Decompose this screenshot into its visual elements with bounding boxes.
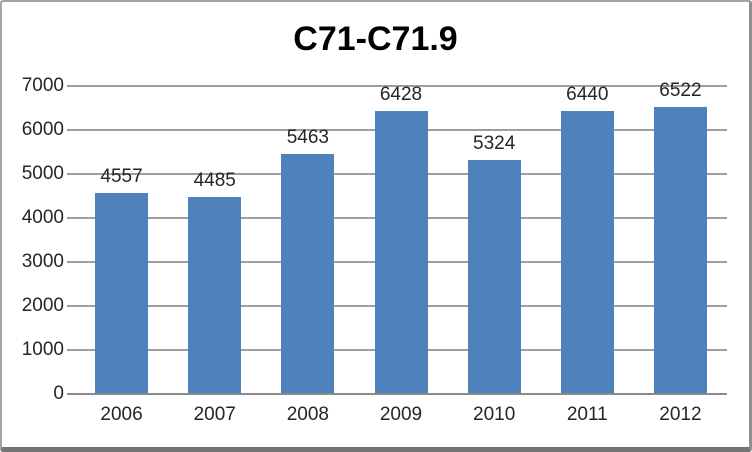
data-label-2007: 4485 <box>193 170 236 191</box>
y-tick-label: 4000 <box>21 207 64 228</box>
bar-2010 <box>467 160 521 394</box>
y-tick-label: 6000 <box>21 119 64 140</box>
x-tick-label: 2011 <box>566 404 608 425</box>
bar-2008 <box>281 154 335 394</box>
y-tick-label: 1000 <box>21 339 64 360</box>
y-tick-label: 0 <box>53 383 64 404</box>
y-tick-label: 5000 <box>21 163 64 184</box>
x-tick-label: 2012 <box>659 404 702 425</box>
data-label-2011: 6440 <box>566 84 609 105</box>
bar-2009 <box>374 111 428 394</box>
bar-2007 <box>188 197 242 394</box>
data-label-2006: 4557 <box>100 166 143 187</box>
x-tick-label: 2007 <box>193 404 236 425</box>
y-tick-label: 2000 <box>21 295 64 316</box>
y-tick-label: 3000 <box>21 251 64 272</box>
data-label-2012: 6522 <box>659 80 702 101</box>
data-label-2008: 5463 <box>286 127 329 148</box>
data-label-2009: 6428 <box>379 84 423 105</box>
x-axis-line <box>67 393 727 395</box>
x-tick-label: 2006 <box>100 404 143 425</box>
data-label-2010: 5324 <box>473 133 516 154</box>
chart-title: C71-C71.9 <box>293 20 458 58</box>
x-tick-label: 2009 <box>379 404 423 425</box>
bar-2012 <box>653 107 707 394</box>
bar-2006 <box>95 193 149 394</box>
bar-2011 <box>560 111 614 394</box>
x-tick-label: 2008 <box>286 404 329 425</box>
gridline <box>67 85 727 87</box>
y-tick-label: 7000 <box>21 75 64 96</box>
x-tick-label: 2010 <box>473 404 516 425</box>
